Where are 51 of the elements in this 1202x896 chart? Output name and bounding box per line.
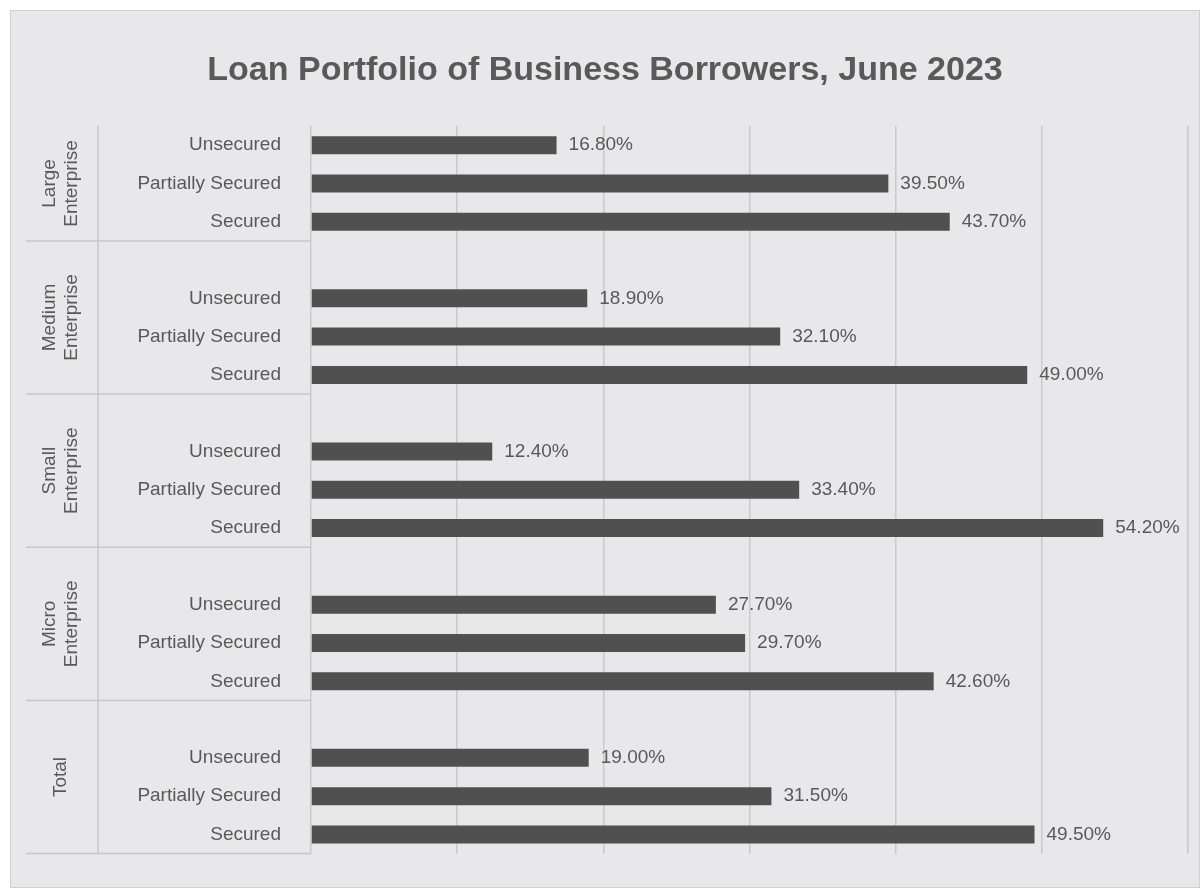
y-tick-label: Unsecured	[189, 439, 281, 461]
y-tick-label: Partially Secured	[137, 631, 281, 653]
data-label: 27.70%	[727, 592, 793, 614]
bar	[311, 519, 1104, 538]
text: Small Enterprise	[38, 427, 82, 514]
bar	[311, 442, 493, 461]
text: Micro Enterprise	[38, 580, 82, 668]
bar	[311, 787, 772, 806]
y-tick-label: Secured	[210, 363, 281, 385]
data-label: 29.70%	[757, 631, 822, 653]
bar	[311, 633, 746, 652]
bar	[311, 136, 557, 155]
bar	[311, 212, 950, 231]
data-label: 32.10%	[792, 324, 857, 346]
data-label: 19.00%	[600, 746, 666, 768]
bar	[311, 595, 716, 614]
y-tick-label: Unsecured	[189, 592, 281, 614]
data-label: 54.20%	[1115, 516, 1180, 538]
y-tick-label: Secured	[210, 822, 281, 844]
y-tick-label: Partially Secured	[137, 784, 281, 806]
y-tick-label: Partially Secured	[137, 478, 281, 500]
y-tick-label: Secured	[210, 516, 281, 538]
bar	[311, 289, 588, 308]
data-label: 33.40%	[811, 478, 876, 500]
bar	[311, 825, 1035, 844]
y-tick-label: Unsecured	[189, 746, 281, 768]
text: Medium Enterprise	[38, 274, 82, 361]
bar	[311, 480, 800, 499]
y-tick-label: Unsecured	[189, 286, 281, 308]
data-label: 39.50%	[900, 171, 965, 193]
data-label: 18.90%	[599, 286, 664, 308]
data-label: 49.50%	[1046, 822, 1112, 844]
y-tick-label: Secured	[210, 209, 281, 231]
bar	[311, 327, 781, 346]
y-tick-label: Secured	[210, 669, 281, 691]
data-label: 43.70%	[961, 209, 1027, 231]
data-label: 16.80%	[568, 133, 634, 155]
text: Large Enterprise	[38, 140, 82, 227]
data-label: 31.50%	[783, 784, 848, 806]
bar	[311, 365, 1028, 384]
bar	[311, 672, 934, 691]
y-tick-label: Unsecured	[189, 133, 281, 155]
chart-title: Loan Portfolio of Business Borrowers, June 2023	[207, 49, 1003, 88]
data-label: 12.40%	[504, 439, 569, 461]
data-label: 49.00%	[1039, 363, 1104, 385]
data-label: 42.60%	[945, 669, 1011, 691]
y-tick-label: Partially Secured	[137, 171, 281, 193]
bar	[311, 174, 889, 193]
bar	[311, 748, 589, 767]
text: Total	[49, 756, 71, 798]
y-tick-label: Partially Secured	[137, 324, 281, 346]
